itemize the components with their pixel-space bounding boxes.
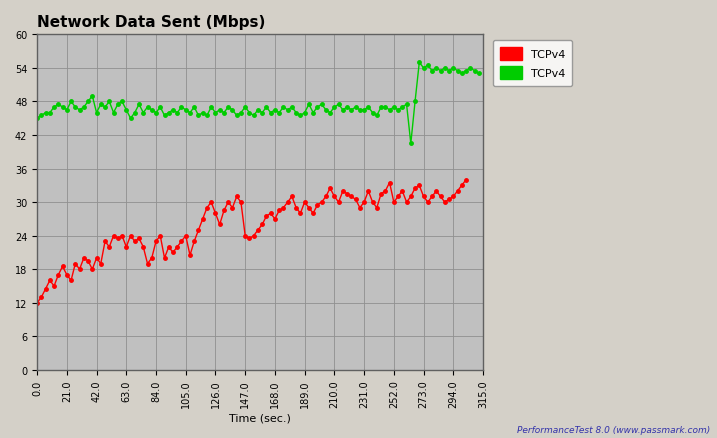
X-axis label: Time (sec.): Time (sec.) — [229, 413, 291, 423]
Legend: TCPv4, TCPv4: TCPv4, TCPv4 — [493, 41, 572, 87]
Text: Network Data Sent (Mbps): Network Data Sent (Mbps) — [37, 15, 265, 30]
Text: PerformanceTest 8.0 (www.passmark.com): PerformanceTest 8.0 (www.passmark.com) — [516, 424, 710, 434]
